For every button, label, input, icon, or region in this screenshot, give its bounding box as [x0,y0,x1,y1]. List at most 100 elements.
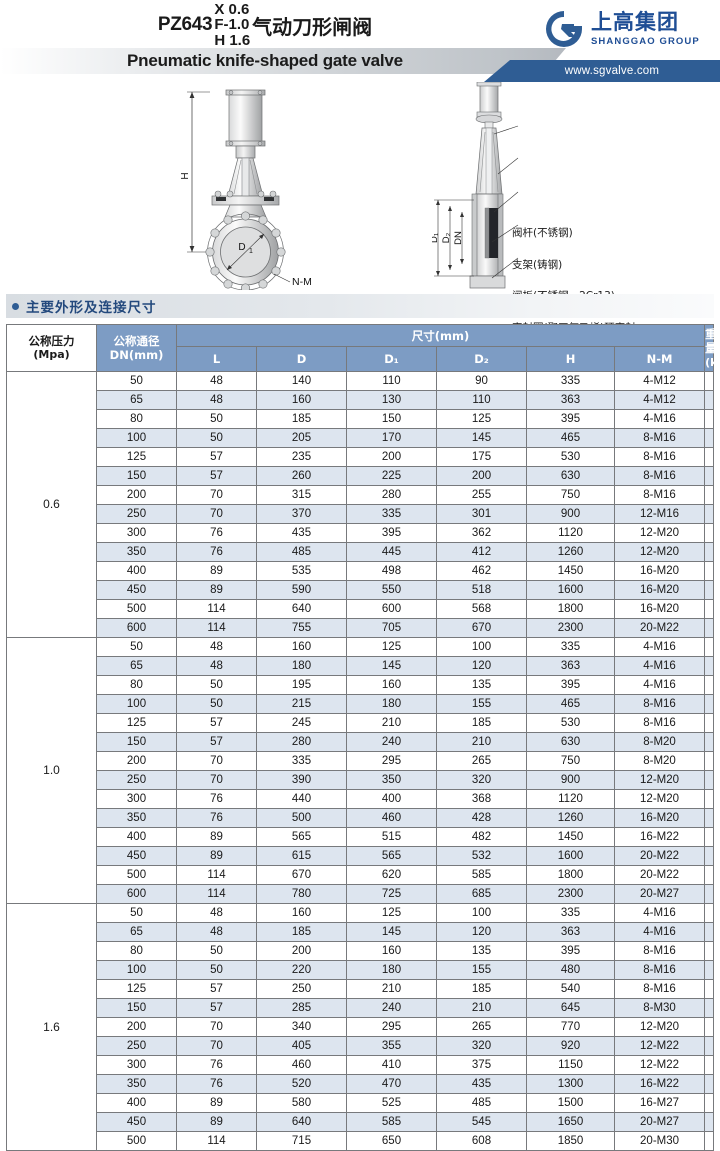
cell-h: 2300 [526,618,615,638]
cell-h: 530 [526,447,615,467]
cell-d1: 150 [346,409,437,429]
cell-l: 114 [176,884,257,904]
cell-nominal-diameter: 125 [96,713,177,733]
cell-d1: 210 [346,713,437,733]
cell-d2: 368 [436,789,527,809]
cell-nominal-diameter: 450 [96,1112,177,1132]
cell-d2: 120 [436,656,527,676]
cell-nm: 16-M20 [613,561,706,581]
cell-nominal-diameter: 50 [96,637,177,657]
cell-d: 780 [256,884,347,904]
cell-weight [704,884,714,904]
table-row: 500 114 715 650 608 1850 20-M30 [7,1131,714,1151]
model-variant-f: F-1.0 [214,16,250,34]
cell-d2: 265 [436,751,527,771]
cell-h: 1120 [526,523,615,543]
cell-nm: 12-M20 [613,770,706,790]
table-row: 400 89 580 525 485 1500 16-M27 [7,1093,714,1113]
table-header-row-1: 公称压力 (Mpa) 公称通径 DN(mm) 尺寸(mm) 重量 (kg) [6,323,720,372]
cell-d2: 135 [436,941,527,961]
cell-l: 89 [176,580,257,600]
cell-d2: 585 [436,865,527,885]
cell-h: 750 [526,485,615,505]
cell-d: 460 [256,1055,347,1075]
cell-d1: 350 [346,770,437,790]
table-row: 350 76 520 470 435 1300 16-M22 [7,1074,714,1094]
cell-d: 185 [256,922,347,942]
cell-nominal-diameter: 100 [96,694,177,714]
cell-nominal-diameter: 125 [96,979,177,999]
cell-nominal-diameter: 350 [96,808,177,828]
cell-d1: 498 [346,561,437,581]
cell-h: 1450 [526,827,615,847]
table-row: 250 70 370 335 301 900 12-M16 [7,504,714,524]
cell-d: 195 [256,675,347,695]
cell-d1: 355 [346,1036,437,1056]
svg-text:D₁: D₁ [432,233,440,243]
website-bar[interactable]: www.sgvalve.com [484,60,720,82]
model-variant-h: H 1.6 [214,31,251,49]
table-head: 公称压力 (Mpa) 公称通径 DN(mm) 尺寸(mm) 重量 (kg) L … [6,323,720,372]
cell-nm: 12-M20 [613,542,706,562]
cell-nominal-diameter: 200 [96,485,177,505]
cell-d2: 685 [436,884,527,904]
cell-l: 76 [176,789,257,809]
dimensions-table-wrap: 公称压力 (Mpa) 公称通径 DN(mm) 尺寸(mm) 重量 (kg) L … [6,323,720,1151]
th-dimensions-group: 尺寸(mm) [175,323,706,348]
cell-d2: 155 [436,694,527,714]
cell-l: 76 [176,1055,257,1075]
cell-h: 395 [526,409,615,429]
table-row: 400 89 535 498 462 1450 16-M20 [7,561,714,581]
cell-d2: 135 [436,675,527,695]
cell-nominal-diameter: 125 [96,447,177,467]
cell-l: 70 [176,1017,257,1037]
cell-weight [704,713,714,733]
cell-nm: 20-M22 [613,618,706,638]
cell-nominal-diameter: 300 [96,789,177,809]
cell-l: 114 [176,865,257,885]
website-url: www.sgvalve.com [564,65,660,77]
cell-d1: 145 [346,656,437,676]
cell-nominal-diameter: 65 [96,390,177,410]
cell-l: 76 [176,1074,257,1094]
cell-l: 50 [176,428,257,448]
cell-d2: 532 [436,846,527,866]
cell-nm: 12-M20 [613,1017,706,1037]
th-nominal-diameter: 公称通径 DN(mm) [96,324,177,372]
cell-h: 1260 [526,542,615,562]
svg-text:H: H [180,172,191,179]
cell-d: 200 [256,941,347,961]
cell-d1: 280 [346,485,437,505]
page-header: PZ643 X 0.6 F-1.0 H 1.6 气动刀形闸阀 Pneumatic… [0,0,720,88]
table-row: 150 57 280 240 210 630 8-M20 [7,732,714,752]
cell-nm: 8-M16 [613,694,706,714]
cell-d: 160 [256,637,347,657]
cell-h: 900 [526,770,615,790]
cell-weight [704,865,714,885]
cell-nominal-diameter: 350 [96,1074,177,1094]
cell-nominal-diameter: 200 [96,1017,177,1037]
cell-h: 530 [526,713,615,733]
cell-nominal-diameter: 450 [96,580,177,600]
cell-d: 435 [256,523,347,543]
cell-d: 755 [256,618,347,638]
cell-nominal-diameter: 50 [96,903,177,923]
section-title: 主要外形及连接尺寸 [26,300,157,316]
cell-h: 1800 [526,865,615,885]
cell-nm: 12-M22 [613,1055,706,1075]
company-logo: 上高集团 SHANGGAO GROUP [534,0,720,58]
cell-d2: 462 [436,561,527,581]
callout-bracket: 支架(铸钢) [512,258,563,271]
cell-nm: 8-M16 [613,979,706,999]
cell-nm: 12-M16 [613,504,706,524]
bullet-icon [12,302,19,310]
cell-d: 285 [256,998,347,1018]
cell-weight [704,979,714,999]
cell-nm: 12-M22 [613,1036,706,1056]
cell-nominal-diameter: 80 [96,675,177,695]
cell-nm: 8-M16 [613,941,706,961]
cell-l: 70 [176,770,257,790]
cell-weight [704,732,714,752]
cell-weight [704,637,714,657]
cell-d: 260 [256,466,347,486]
